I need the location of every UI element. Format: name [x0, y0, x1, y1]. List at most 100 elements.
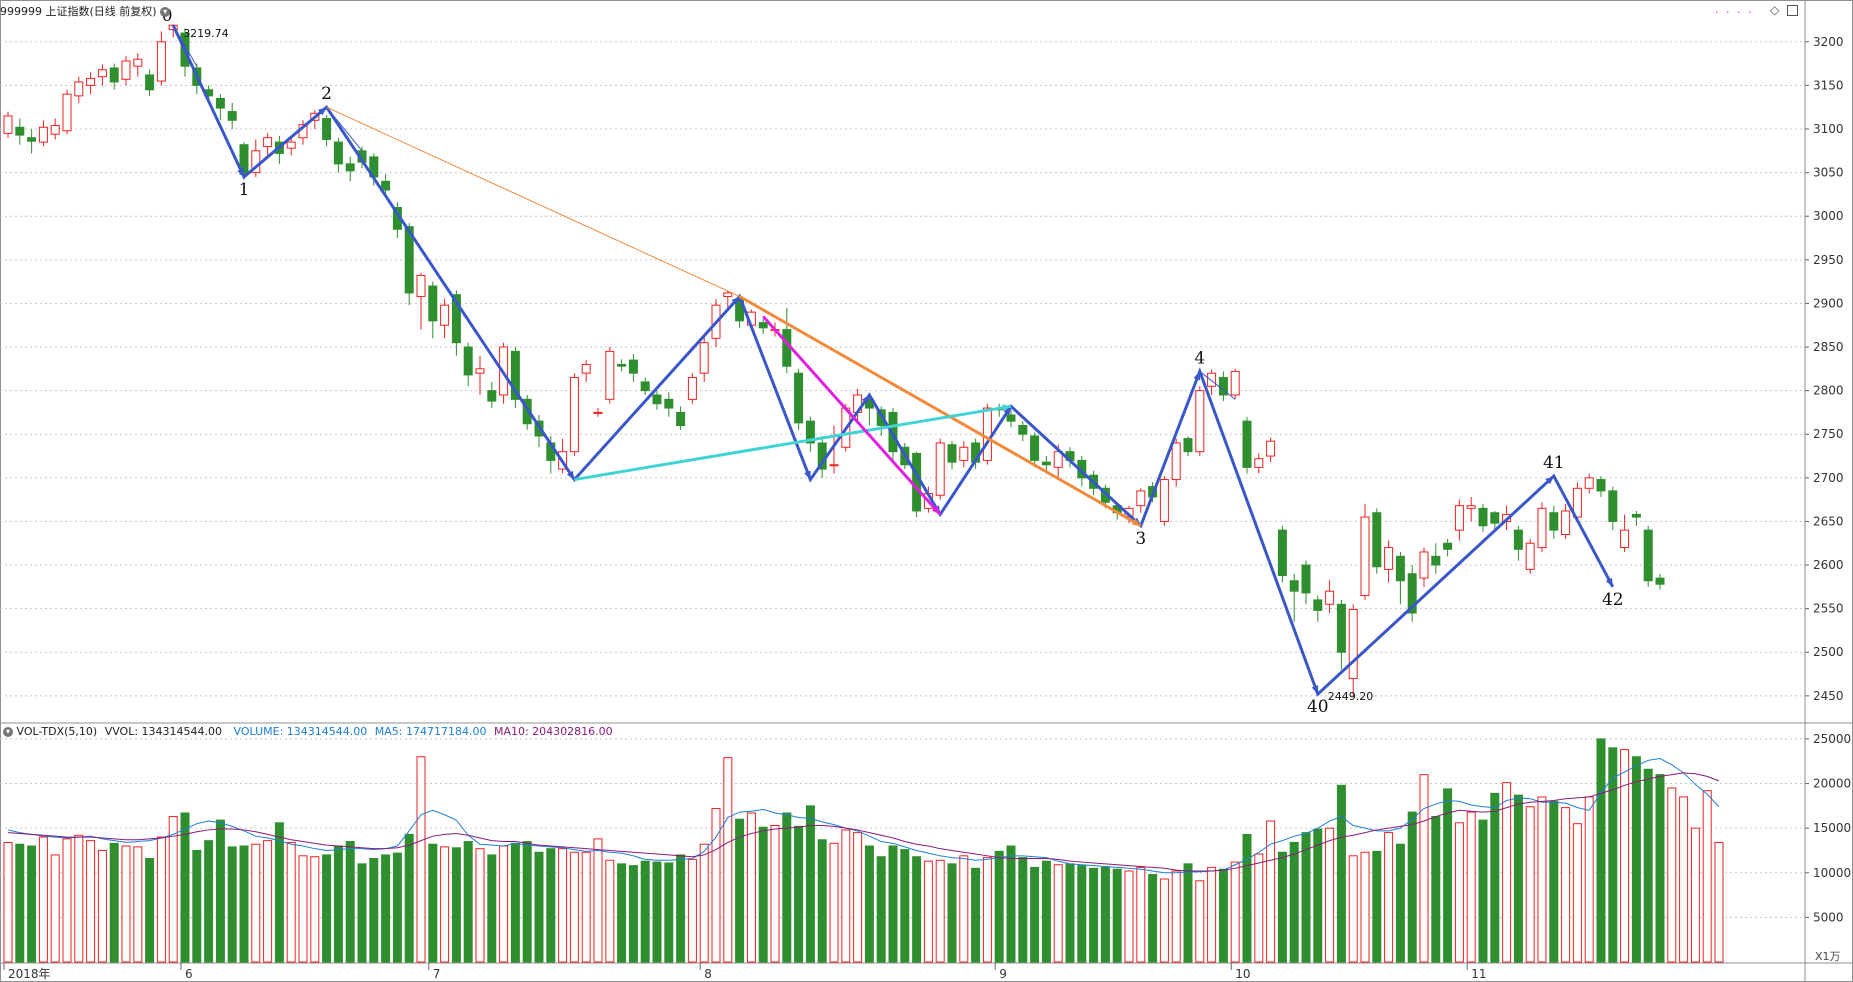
volume-bar — [1018, 857, 1028, 963]
volume-bar — [534, 851, 544, 963]
wave-arrowhead — [566, 470, 575, 480]
wave-number-label: 3 — [1135, 529, 1146, 549]
volume-bar — [38, 836, 48, 963]
volume-bar — [794, 825, 804, 963]
candle-body — [758, 322, 768, 329]
price-extreme-label: 2449.20 — [1328, 690, 1374, 703]
wave-arrowhead — [804, 470, 811, 480]
ma5-line — [7, 758, 1720, 874]
diamond-icon[interactable]: ◇ — [1770, 3, 1780, 17]
volume-bar — [86, 840, 96, 963]
volume-bar — [1561, 807, 1571, 963]
candle-body — [333, 141, 343, 165]
candle-body — [1572, 487, 1582, 518]
price-tick-label: 3200 — [1813, 35, 1844, 49]
ma10-label: MA10: 204302816.00 — [493, 725, 613, 738]
volume-bar — [1702, 790, 1712, 963]
candle-body — [227, 111, 237, 121]
volume-bar — [1690, 827, 1700, 963]
volume-bar — [1643, 768, 1653, 963]
wave-arrowhead — [1193, 371, 1201, 381]
volume-bar — [605, 859, 615, 963]
volume-bar — [1537, 796, 1547, 963]
index-title: 999999 上证指数(日线 前复权) — [0, 5, 157, 18]
volume-bar — [1513, 794, 1523, 963]
volume-bar — [97, 849, 107, 963]
date-tick-label: 9 — [999, 967, 1007, 981]
wave-number-label: 1 — [239, 180, 250, 200]
volume-bar — [1077, 865, 1087, 963]
candle-body — [1620, 529, 1630, 549]
candle-body — [676, 411, 686, 427]
volume-bar — [381, 854, 391, 963]
volume-bar — [263, 840, 273, 963]
volume-bar — [1631, 756, 1641, 963]
volume-bar — [192, 849, 202, 963]
volume-bar — [475, 848, 485, 963]
candle-body — [263, 137, 273, 147]
chevron-down-icon[interactable]: ▾ — [3, 727, 13, 737]
candle-body — [1159, 479, 1169, 522]
chevron-down-icon[interactable]: ▾ — [160, 7, 171, 17]
wave-arrowhead — [1002, 404, 1011, 412]
date-tick-label: 6 — [185, 967, 193, 981]
price-axis: 3200 3150 3100 3050 3000 2950 2900 2850 2800 2750… — [1805, 35, 1844, 703]
volume-bar — [392, 852, 402, 963]
candle-body — [463, 346, 473, 376]
volume-tick-label: 10000 — [1813, 866, 1851, 880]
date-tick-label: 11 — [1471, 967, 1486, 981]
candle-body — [794, 372, 804, 424]
volume-bar — [923, 860, 933, 963]
candle-body — [1372, 512, 1382, 568]
wave-line — [172, 24, 198, 67]
volume-bar — [357, 863, 367, 963]
volume-bar — [1313, 828, 1323, 963]
candle-body — [440, 304, 450, 326]
date-tick-label: 7 — [433, 967, 441, 981]
candle-body — [1266, 440, 1276, 457]
volume-bar — [723, 757, 733, 963]
price-tick-label: 2450 — [1813, 689, 1844, 703]
volume-bar — [876, 856, 886, 963]
price-tick-label: 2850 — [1813, 340, 1844, 354]
volume-bar — [1136, 866, 1146, 963]
volume-bar — [1454, 822, 1464, 963]
candle-body — [345, 163, 355, 172]
volume-bar — [1053, 864, 1063, 963]
date-tick-label: 10 — [1235, 967, 1250, 981]
candlestick-series — [3, 24, 1665, 697]
volume-bar — [1608, 747, 1618, 963]
price-tick-label: 2950 — [1813, 253, 1844, 267]
candle-body — [62, 93, 72, 132]
candle-body — [1313, 599, 1323, 611]
volume-bar — [1266, 820, 1276, 963]
volume-bar — [853, 832, 863, 963]
volume-bar — [463, 841, 473, 963]
candle-body — [1513, 529, 1523, 550]
panel-toggle-icon[interactable] — [1787, 5, 1799, 16]
wave-lines — [171, 24, 1615, 697]
ma5-label: MA5: 174717184.00 — [374, 725, 487, 738]
wave-number-label: 41 — [1543, 453, 1565, 473]
candle-body — [805, 420, 815, 444]
price-tick-label: 2500 — [1813, 645, 1844, 659]
candle-body — [959, 446, 969, 461]
candle-body — [699, 342, 709, 374]
volume-bar — [239, 845, 249, 963]
candle-body — [1631, 513, 1641, 518]
volume-bar — [428, 843, 438, 963]
candle-body — [3, 115, 13, 134]
volume-bar — [50, 854, 60, 963]
volume-bar — [593, 838, 603, 963]
candle-body — [1596, 479, 1606, 492]
candle-body — [97, 69, 107, 78]
candle-body — [1195, 390, 1205, 453]
candle-body — [1301, 564, 1311, 594]
candle-body — [1525, 542, 1535, 570]
wave-number-label: 2 — [321, 84, 332, 104]
volume-bar — [782, 812, 792, 963]
volume-bar — [215, 819, 225, 963]
candle-body — [628, 359, 638, 374]
volume-bar — [1030, 866, 1040, 963]
